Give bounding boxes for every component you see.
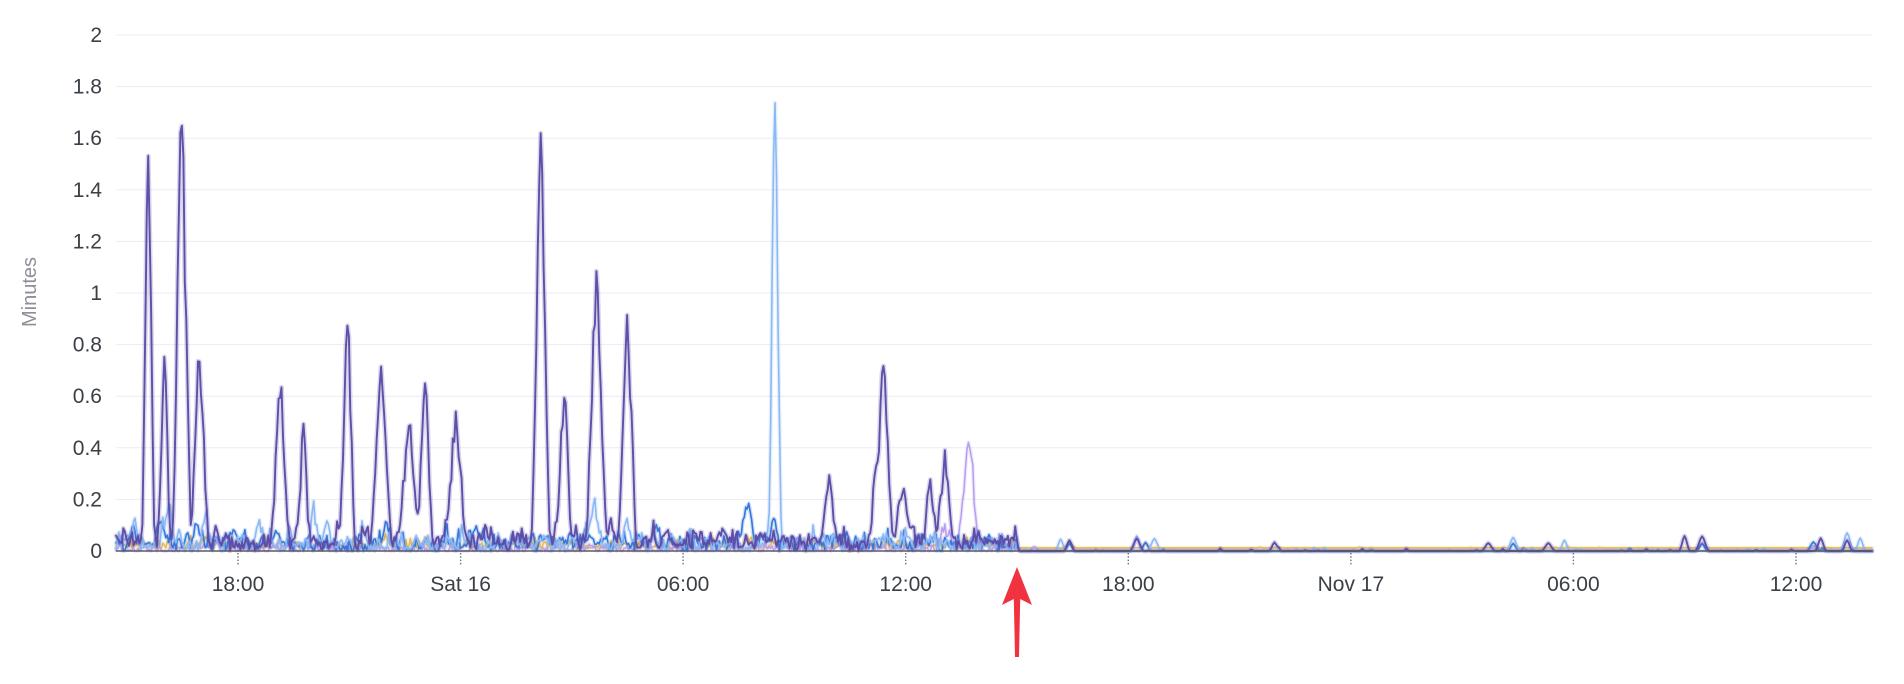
svg-text:06:00: 06:00 (657, 573, 710, 596)
svg-text:1.4: 1.4 (73, 179, 103, 202)
svg-text:0: 0 (90, 540, 102, 563)
svg-text:1.8: 1.8 (73, 76, 102, 99)
svg-text:0.2: 0.2 (73, 488, 102, 511)
svg-text:06:00: 06:00 (1547, 573, 1600, 596)
svg-text:2: 2 (90, 24, 102, 47)
svg-text:1: 1 (90, 282, 102, 305)
svg-text:1.6: 1.6 (73, 127, 102, 150)
svg-text:18:00: 18:00 (212, 573, 265, 596)
svg-text:0.8: 0.8 (73, 334, 102, 357)
svg-text:12:00: 12:00 (879, 573, 932, 596)
svg-text:Minutes: Minutes (19, 257, 41, 327)
svg-text:0.6: 0.6 (73, 385, 102, 408)
svg-text:1.2: 1.2 (73, 230, 102, 253)
svg-text:12:00: 12:00 (1770, 573, 1823, 596)
svg-text:Sat 16: Sat 16 (430, 573, 491, 596)
svg-text:18:00: 18:00 (1102, 573, 1155, 596)
svg-text:0.4: 0.4 (73, 437, 103, 460)
svg-text:Nov 17: Nov 17 (1318, 573, 1385, 596)
